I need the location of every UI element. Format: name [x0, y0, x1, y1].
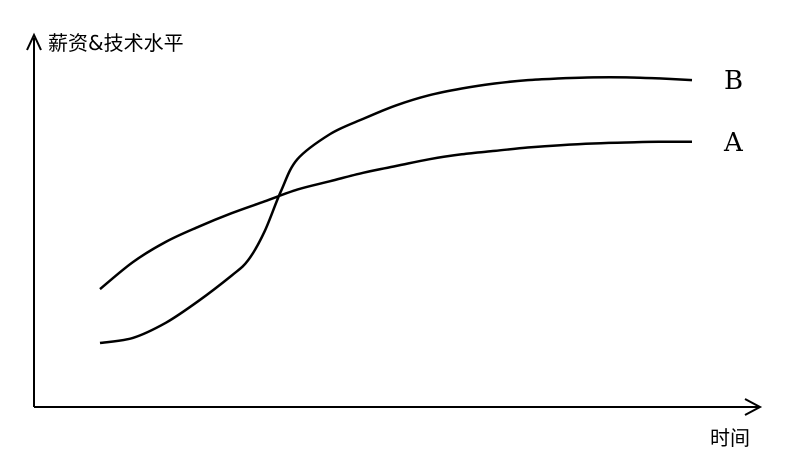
- series-layer: AB: [99, 66, 744, 345]
- series-line-a: [99, 140, 693, 291]
- y-axis-label: 薪资&技术水平: [48, 31, 184, 55]
- series-label-b: B: [724, 66, 743, 96]
- x-axis-arrow-icon: [744, 398, 763, 416]
- y-axis-arrow-icon: [26, 32, 42, 51]
- series-line-b: [99, 76, 693, 345]
- series-label-a: A: [723, 128, 744, 158]
- x-axis-label: 时间: [710, 426, 750, 450]
- axes: [26, 32, 763, 416]
